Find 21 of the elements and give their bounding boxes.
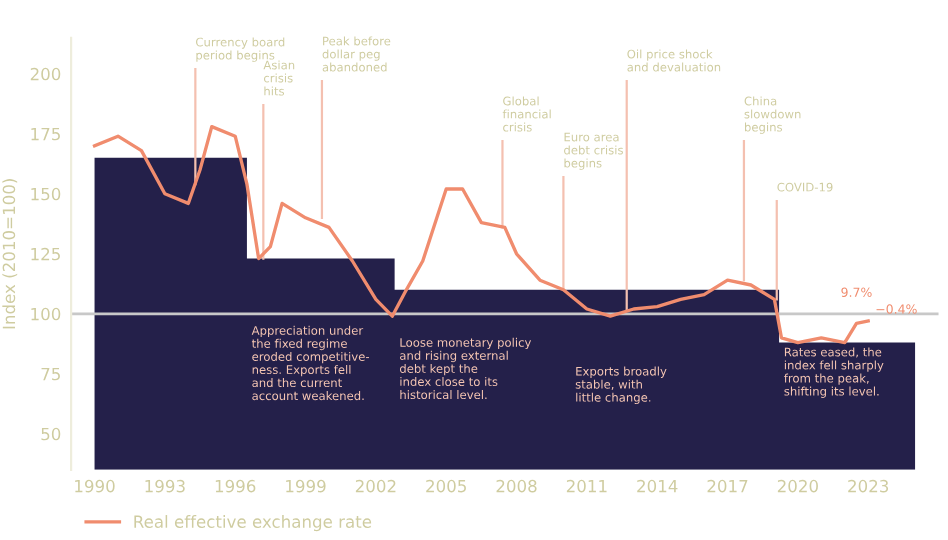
y-tick-label: 100 <box>31 307 61 321</box>
x-tick-label: 2002 <box>355 479 396 493</box>
x-tick-label: 2005 <box>426 479 466 493</box>
x-tick-label: 2020 <box>777 479 818 493</box>
y-axis-title: Index (2010=100) <box>2 179 18 329</box>
y-tick-label: 150 <box>31 187 61 201</box>
x-tick-label: 2008 <box>496 479 537 493</box>
y-tick-label: 200 <box>30 67 61 81</box>
x-tick-label: 2011 <box>566 479 607 493</box>
x-tick-label: 1993 <box>145 479 185 493</box>
x-tick-label: 1999 <box>286 479 326 493</box>
y-tick-label: 175 <box>31 127 60 141</box>
legend-label: Real effective exchange rate <box>134 515 372 532</box>
x-tick-label: 1996 <box>215 479 256 493</box>
y-tick-label: 75 <box>41 367 60 381</box>
y-tick-label: 50 <box>41 427 61 441</box>
y-tick-label: 125 <box>31 247 60 261</box>
x-tick-label: 2017 <box>707 479 748 493</box>
x-tick-label: 1990 <box>75 479 115 493</box>
x-tick-label: 2023 <box>848 479 889 493</box>
x-tick-label: 2014 <box>637 479 678 493</box>
